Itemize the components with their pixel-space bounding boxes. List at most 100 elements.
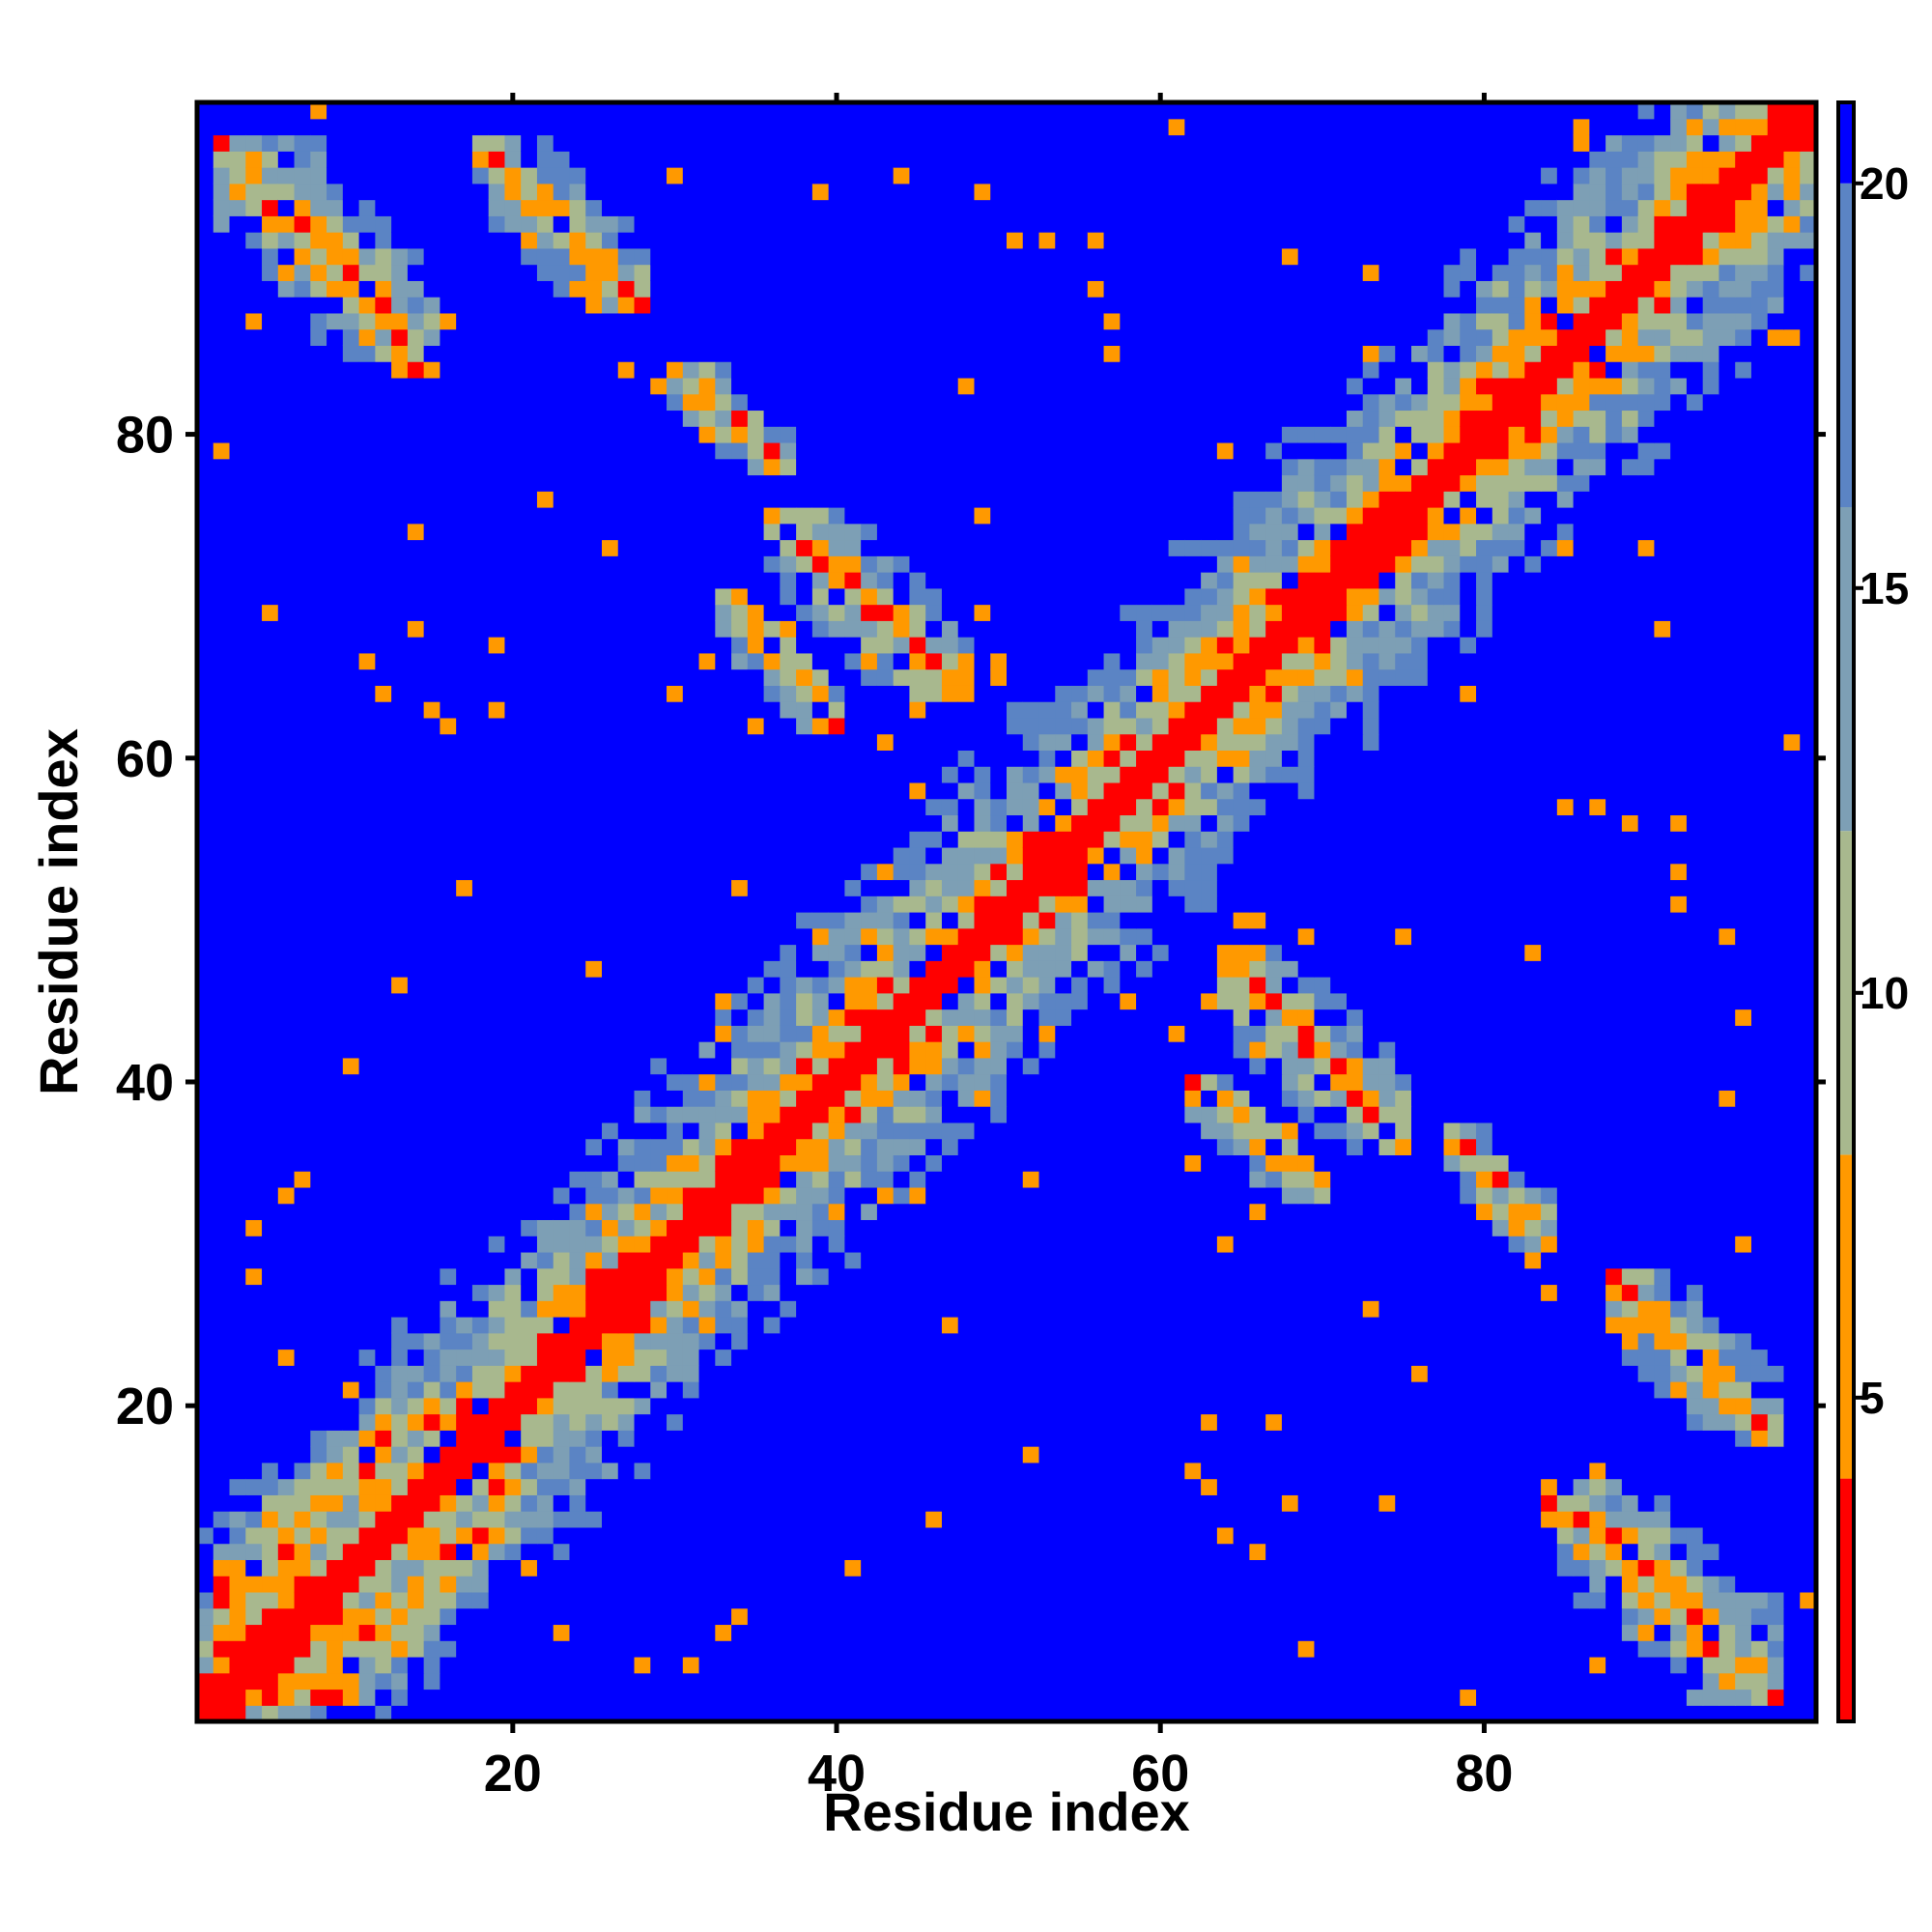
- heatmap-cell: [1297, 1251, 1316, 1269]
- heatmap-cell: [1573, 1689, 1590, 1706]
- heatmap-cell: [617, 1057, 636, 1075]
- heatmap-cell: [504, 507, 522, 525]
- heatmap-cell: [1686, 1462, 1704, 1480]
- heatmap-cell: [617, 1430, 636, 1447]
- heatmap-cell: [277, 620, 296, 638]
- heatmap-cell: [747, 1656, 765, 1674]
- heatmap-cell: [715, 1640, 732, 1658]
- heatmap-cell: [310, 441, 327, 460]
- heatmap-cell: [213, 912, 231, 929]
- heatmap-cell: [407, 685, 425, 702]
- heatmap-cell: [456, 1576, 473, 1593]
- heatmap-cell: [488, 1106, 506, 1123]
- heatmap-cell: [536, 733, 554, 751]
- heatmap-cell: [1136, 1591, 1153, 1609]
- heatmap-cell: [585, 215, 603, 233]
- heatmap-cell: [1427, 1705, 1445, 1722]
- heatmap-cell: [262, 572, 279, 589]
- heatmap-cell: [310, 297, 327, 314]
- heatmap-cell: [634, 183, 651, 201]
- heatmap-cell: [1346, 1591, 1364, 1609]
- heatmap-cell: [698, 1300, 716, 1318]
- heatmap-cell: [667, 960, 684, 978]
- heatmap-cell: [1670, 1381, 1688, 1399]
- heatmap-cell: [811, 1462, 830, 1480]
- heatmap-cell: [391, 1591, 409, 1609]
- heatmap-cell: [504, 912, 522, 929]
- heatmap-cell: [423, 199, 440, 216]
- heatmap-cell: [1168, 1397, 1185, 1415]
- heatmap-cell: [327, 685, 344, 702]
- heatmap-cell: [310, 1171, 327, 1188]
- heatmap-cell: [1476, 1576, 1493, 1593]
- heatmap-cell: [1038, 1365, 1056, 1382]
- heatmap-cell: [941, 1494, 959, 1512]
- heatmap-cell: [245, 1332, 263, 1350]
- heatmap-cell: [342, 1365, 360, 1382]
- heatmap-cell: [358, 312, 376, 330]
- heatmap-cell: [245, 523, 263, 541]
- heatmap-cell: [456, 1640, 473, 1658]
- heatmap-cell: [585, 766, 603, 783]
- heatmap-cell: [229, 1171, 246, 1188]
- heatmap-cell: [342, 1576, 360, 1593]
- heatmap-cell: [1735, 1251, 1752, 1269]
- heatmap-cell: [504, 750, 522, 767]
- heatmap-cell: [617, 312, 636, 330]
- heatmap-cell: [569, 1478, 586, 1495]
- heatmap-cell: [569, 1057, 586, 1075]
- heatmap-cell: [957, 1494, 976, 1512]
- heatmap-cell: [650, 1073, 668, 1091]
- heatmap-cell: [682, 1430, 700, 1447]
- heatmap-cell: [521, 345, 538, 362]
- heatmap-cell: [585, 1543, 603, 1560]
- heatmap-cell: [1201, 1705, 1218, 1722]
- heatmap-cell: [423, 393, 440, 412]
- heatmap-cell: [456, 426, 473, 443]
- heatmap-cell: [553, 1381, 571, 1399]
- heatmap-cell: [796, 1624, 813, 1641]
- heatmap-cell: [375, 441, 392, 460]
- heatmap-cell: [1103, 1705, 1121, 1722]
- heatmap-cell: [585, 652, 603, 670]
- heatmap-cell: [569, 1025, 586, 1042]
- heatmap-cell: [342, 1154, 360, 1172]
- heatmap-cell: [342, 814, 360, 832]
- heatmap-cell: [423, 1478, 440, 1495]
- heatmap-cell: [310, 1640, 327, 1658]
- heatmap-cell: [602, 1607, 619, 1626]
- heatmap-cell: [375, 637, 392, 654]
- heatmap-cell: [423, 1332, 440, 1350]
- heatmap-cell: [811, 1236, 830, 1253]
- heatmap-cell: [957, 1317, 976, 1334]
- heatmap-cell: [1460, 1251, 1477, 1269]
- heatmap-cell: [213, 1430, 231, 1447]
- heatmap-cell: [358, 814, 376, 832]
- heatmap-cell: [602, 1526, 619, 1545]
- heatmap-cell: [796, 1317, 813, 1334]
- heatmap-cell: [1573, 1397, 1590, 1415]
- heatmap-cell: [1589, 1576, 1606, 1593]
- heatmap-cell: [375, 199, 392, 216]
- heatmap-cell: [585, 1624, 603, 1641]
- heatmap-cell: [245, 441, 263, 460]
- heatmap-cell: [342, 1041, 360, 1059]
- heatmap-cell: [1297, 1526, 1316, 1545]
- heatmap-cell: [1783, 1576, 1801, 1593]
- heatmap-cell: [585, 1640, 603, 1658]
- heatmap-cell: [456, 1462, 473, 1480]
- heatmap-cell: [1136, 1317, 1153, 1334]
- heatmap-cell: [327, 1413, 344, 1431]
- heatmap-cell: [440, 312, 457, 330]
- heatmap-cell: [536, 1543, 554, 1560]
- heatmap-cell: [585, 1267, 603, 1286]
- heatmap-cell: [811, 1656, 830, 1674]
- heatmap-cell: [1297, 1511, 1316, 1528]
- heatmap-cell: [796, 1462, 813, 1480]
- heatmap-cell: [229, 426, 246, 443]
- heatmap-cell: [1038, 1689, 1056, 1706]
- heatmap-cell: [375, 377, 392, 395]
- heatmap-cell: [1767, 1705, 1785, 1722]
- heatmap-cell: [342, 297, 360, 314]
- heatmap-cell: [423, 167, 440, 185]
